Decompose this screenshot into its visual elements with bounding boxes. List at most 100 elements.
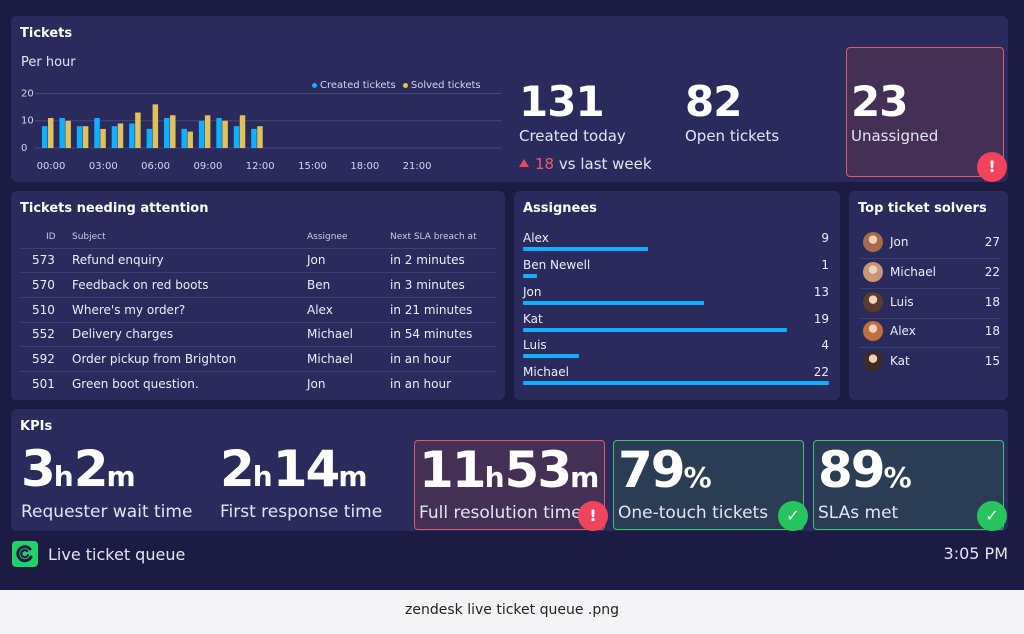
assignee-row[interactable]: Alex 9 [523,231,829,257]
table-row[interactable]: 573 Refund enquiry Jon in 2 minutes [20,248,496,274]
created-today-value: 131 [519,77,605,126]
assignee-row[interactable]: Luis 4 [523,338,829,364]
cell-sla: in an hour [390,346,496,372]
assignee-row[interactable]: Michael 22 [523,365,829,391]
x-tick-label: 18:00 [350,161,379,172]
chart-legend: Created tickets Solved tickets [312,80,481,91]
solved-bar [239,115,246,148]
kpi-value: 79% [618,445,712,495]
trend-label: vs last week [558,155,652,173]
assignee-bar [523,354,579,358]
solved-bar [257,126,263,148]
cell-id: 592 [20,346,72,372]
unassigned-card[interactable] [846,47,1004,177]
solver-name: Michael [890,265,936,279]
solver-count: 18 [984,324,1000,338]
cell-id: 570 [20,272,72,298]
cell-subject: Delivery charges [72,322,307,348]
kpi-label: Full resolution time [419,503,582,523]
solved-bar [100,128,106,148]
attention-title: Tickets needing attention [20,201,209,216]
kpi-minutes-unit: m [338,460,368,493]
created-bar [111,126,118,148]
attention-header-row: ID Subject Assignee Next SLA breach at [20,226,496,249]
unassigned-value: 23 [851,77,908,126]
created-bar [129,123,135,148]
assignee-name: Jon [523,285,542,299]
legend-solved-dot [402,82,408,88]
table-row[interactable]: 510 Where's my order? Alex in 21 minutes [20,297,496,323]
assignee-bar [523,381,829,385]
solver-row[interactable]: Michael 22 [860,259,1000,289]
assignee-row[interactable]: Jon 13 [523,285,829,311]
solver-row[interactable]: Luis 18 [860,289,1000,319]
solver-row[interactable]: Alex 18 [860,318,1000,348]
solver-count: 27 [984,235,1000,249]
col-subject: Subject [72,226,307,249]
created-bar [94,118,100,148]
kpi-value: 11h53m [419,445,599,495]
solved-bar [204,115,211,148]
kpi-label: First response time [220,502,383,522]
table-row[interactable]: 501 Green boot question. Jon in an hour [20,371,496,396]
open-tickets-value: 82 [685,77,742,126]
tickets-per-hour-chart: 20 10 0 00:00 03:00 06:00 09:00 12:00 15:00 18:00… [21,88,501,172]
assignee-row[interactable]: Ben Newell 1 [523,258,829,284]
kpi-value: 3h2m [21,444,136,494]
avatar [863,262,883,282]
col-sla: Next SLA breach at [390,226,496,249]
solver-count: 15 [984,354,1000,368]
assignee-name: Michael [523,365,569,379]
avatar [863,351,883,371]
solved-bar [82,126,89,148]
table-row[interactable]: 592 Order pickup from Brighton Michael in a… [20,346,496,372]
assignee-row[interactable]: Kat 19 [523,312,829,338]
solved-bar [170,115,176,148]
kpi-hours-unit: h [252,460,273,493]
kpi-percent-unit: % [683,461,712,494]
unassigned-exclamation-icon: ! [977,152,1007,182]
triangle-up-icon [519,159,529,167]
kpi-hours: 3 [21,440,56,498]
solved-bar [222,120,228,148]
y-tick-label: 0 [21,143,27,154]
cell-id: 510 [20,297,72,323]
kpi-checkmark-icon: ✓ [778,501,808,531]
avatar [863,232,883,252]
cell-sla: in 54 minutes [390,322,496,348]
chart-subtitle: Per hour [21,55,76,70]
table-row[interactable]: 552 Delivery charges Michael in 54 minutes [20,322,496,348]
solver-row[interactable]: Jon 27 [860,229,1000,259]
cell-subject: Green boot question. [72,377,199,392]
assignees-panel: Assignees [514,191,840,400]
y-tick-label: 10 [21,116,34,127]
kpi-requester-wait[interactable]: 3h2m Requester wait time [15,440,205,530]
kpi-slas-met[interactable]: 89% SLAs met [813,440,1004,530]
assignee-bar [523,328,787,332]
created-bar [198,120,205,148]
cell-assignee: Michael [307,322,390,348]
assignee-name: Luis [523,338,547,352]
kpi-first-response[interactable]: 2h14m First response time [214,440,404,530]
open-tickets-label: Open tickets [685,127,780,145]
solver-row[interactable]: Kat 15 [860,348,1000,378]
kpi-label: Requester wait time [21,502,193,522]
kpi-hours: 11 [419,441,487,499]
kpi-full-resolution[interactable]: 11h53m Full resolution time [414,440,605,530]
cell-subject: Order pickup from Brighton [72,346,307,372]
assignee-count: 22 [813,365,829,379]
created-bar [164,118,170,148]
trend-value: 18 [535,155,555,173]
kpi-percent-value: 79 [618,441,686,499]
kpi-value: 89% [818,445,912,495]
created-bar [59,118,65,148]
table-row[interactable]: 570 Feedback on red boots Ben in 3 minutes [20,272,496,298]
kpis-title: KPIs [20,419,53,434]
x-tick-label: 03:00 [89,161,118,172]
kpi-one-touch[interactable]: 79% One-touch tickets [613,440,804,530]
assignee-count: 4 [821,338,829,352]
cell-assignee: Michael [307,346,390,372]
kpi-hours-unit: h [484,461,505,494]
kpi-percent-value: 89 [818,441,886,499]
kpi-minutes: 14 [272,440,341,498]
